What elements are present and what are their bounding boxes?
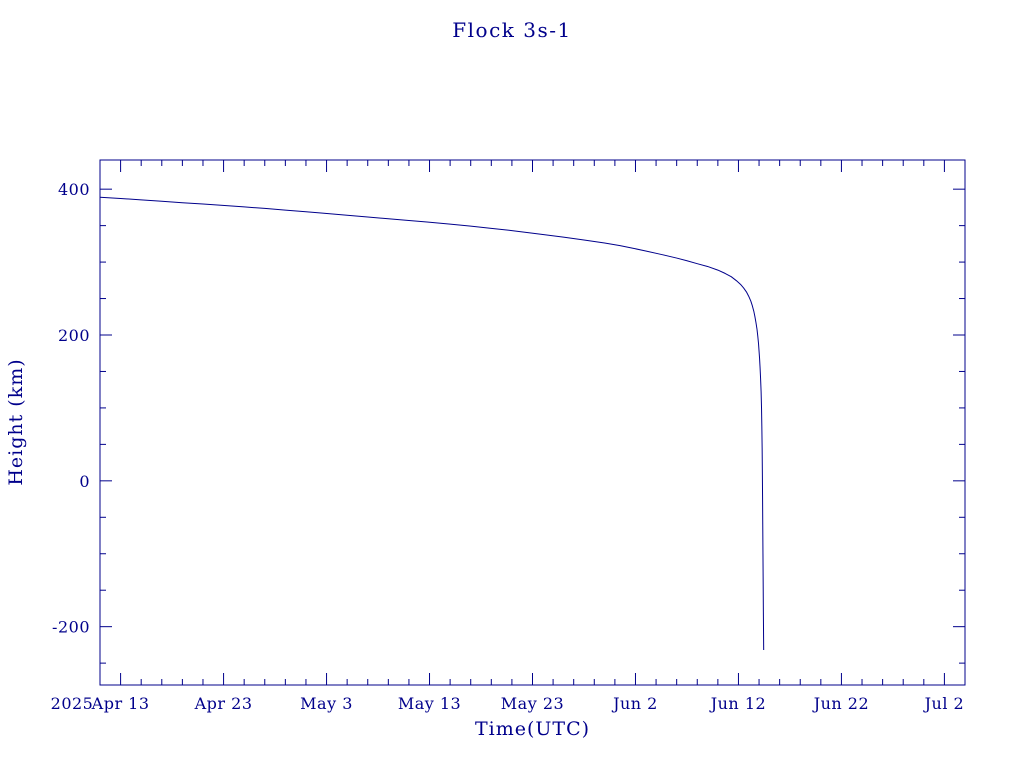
- x-tick-label: Jun 22: [812, 694, 869, 713]
- y-tick-label: 0: [79, 472, 90, 491]
- x-tick-label: Apr 23: [194, 694, 253, 713]
- decay-curve: [99, 196, 765, 651]
- y-tick-label: -200: [52, 618, 90, 637]
- x-tick-label: Jul 2: [923, 694, 965, 713]
- x-tick-label: Jun 12: [709, 694, 766, 713]
- year-label: 2025: [51, 694, 94, 713]
- x-tick-label: Jun 2: [611, 694, 658, 713]
- x-tick-label: May 13: [398, 694, 461, 713]
- x-axis-label: Time(UTC): [474, 718, 591, 740]
- y-tick-label: 400: [58, 180, 90, 199]
- x-tick-label: May 3: [300, 694, 353, 713]
- x-tick-label: May 23: [501, 694, 564, 713]
- y-tick-label: 200: [58, 326, 90, 345]
- plot-frame: [99, 159, 966, 686]
- chart-title: Flock 3s-1: [452, 18, 572, 42]
- x-tick-label: Apr 13: [91, 694, 150, 713]
